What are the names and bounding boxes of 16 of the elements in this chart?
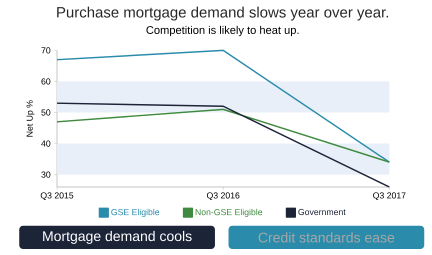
text: Mortgage demand cools (43, 230, 192, 244)
y-tick-label: 50 (41, 109, 50, 116)
legend-label: Government (298, 209, 346, 216)
x-tick-label: Q3 2017 (373, 192, 406, 200)
chart-subtitle: Competition is likely to heat up. (146, 26, 298, 36)
text: Credit standards ease (258, 232, 394, 243)
y-tick-label: 30 (41, 172, 50, 178)
x-tick-label: Q3 2016 (206, 192, 240, 200)
legend-label: GSE Eligible (111, 208, 160, 217)
chart-title: Purchase mortgage demand slows year over year. (57, 6, 388, 21)
y-tick-label: 40 (41, 140, 50, 147)
y-axis-title: Net Up % (26, 100, 34, 137)
x-tick-label: Q3 2015 (40, 192, 74, 200)
y-tick-label: 60 (41, 78, 50, 85)
y-tick-label: 70 (41, 47, 50, 54)
legend-label: Non-GSE Eligible (196, 208, 262, 217)
